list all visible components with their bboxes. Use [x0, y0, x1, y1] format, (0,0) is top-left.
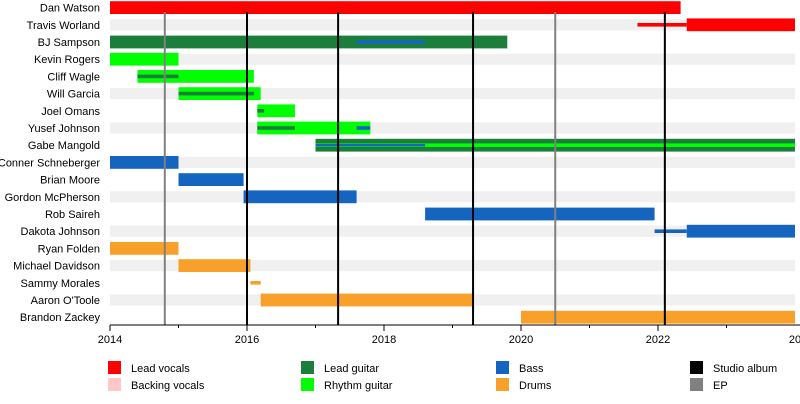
- member-name: Joel Omans: [41, 106, 100, 118]
- legend-swatch: [301, 361, 314, 374]
- row-band: [110, 225, 795, 237]
- member-bar: [137, 70, 254, 83]
- legend-label: Studio album: [713, 363, 777, 375]
- row-band: [110, 19, 795, 31]
- member-bar: [654, 229, 687, 233]
- member-name: Rob Saireh: [45, 209, 100, 221]
- member-bar: [110, 35, 508, 49]
- member-bar: [110, 52, 179, 66]
- member-name: Dan Watson: [40, 3, 100, 15]
- member-bar: [110, 1, 681, 15]
- member-name: Cliff Wagle: [47, 71, 100, 83]
- member-bar: [521, 310, 795, 324]
- member-name: Michael Davidson: [13, 261, 100, 273]
- legend-label: Rhythm guitar: [324, 380, 393, 392]
- member-name: Yusef Johnson: [28, 123, 100, 135]
- member-bar: [260, 293, 474, 307]
- legend-label: Backing vocals: [131, 380, 205, 392]
- member-name: BJ Sampson: [38, 37, 100, 49]
- legend-label: Lead vocals: [131, 363, 190, 375]
- x-axis: 2014 2016 2018 2020 2022 20: [98, 324, 800, 346]
- legend-label: Lead guitar: [324, 363, 379, 375]
- legend-label: Bass: [519, 363, 544, 375]
- member-bar: [257, 104, 295, 118]
- member-name: Sammy Morales: [21, 278, 101, 290]
- member-bar: [257, 121, 371, 135]
- legend: Lead vocals Backing vocals Lead guitar Rhyt…: [108, 361, 777, 392]
- legend-label: EP: [713, 380, 728, 392]
- x-tick-label: 2016: [235, 334, 259, 346]
- member-bar: [243, 190, 357, 204]
- row-band: [110, 53, 795, 65]
- row-band: [110, 88, 795, 100]
- member-name: Conner Schneberger: [0, 157, 100, 169]
- member-bar: [637, 23, 687, 27]
- member-bar: [178, 173, 244, 186]
- member-bar: [110, 242, 179, 255]
- member-bar: [315, 144, 426, 147]
- member-bar: [356, 126, 371, 130]
- member-bar: [178, 91, 254, 96]
- x-tick-label: 2014: [98, 334, 122, 346]
- legend-swatch: [496, 378, 509, 391]
- member-bar: [356, 40, 426, 44]
- member-bar: [686, 224, 795, 238]
- row-band: [110, 260, 795, 272]
- member-labels: Dan Watson Travis Worland BJ Sampson Kevin …: [0, 3, 101, 325]
- legend-swatch: [690, 361, 703, 374]
- x-tick-label: 20: [789, 334, 800, 346]
- row-band: [110, 122, 795, 134]
- release-lines: [163, 12, 666, 325]
- legend-swatch: [108, 361, 121, 374]
- member-bar: [110, 156, 179, 169]
- legend-swatch: [496, 361, 509, 374]
- legend-label: Drums: [519, 380, 552, 392]
- x-tick-label: 2018: [372, 334, 396, 346]
- legend-swatch: [108, 378, 121, 391]
- x-tick-label: 2020: [509, 334, 533, 346]
- member-bar: [250, 281, 261, 285]
- member-name: Gordon McPherson: [5, 192, 100, 204]
- member-name: Dakota Johnson: [21, 226, 101, 238]
- member-bar: [686, 18, 795, 32]
- member-bar: [178, 259, 251, 272]
- member-name: Kevin Rogers: [34, 54, 101, 66]
- row-band: [110, 191, 795, 203]
- member-name: Aaron O'Toole: [31, 295, 100, 307]
- row-band: [110, 156, 795, 168]
- x-tick-label: 2022: [646, 334, 670, 346]
- member-bar: [257, 109, 265, 113]
- member-name: Brian Moore: [40, 175, 100, 187]
- member-name: Will Garcia: [47, 89, 101, 101]
- legend-swatch: [301, 378, 314, 391]
- member-name: Gabe Mangold: [28, 140, 100, 152]
- member-bar: [257, 126, 295, 130]
- member-name: Travis Worland: [27, 20, 100, 32]
- member-bar: [137, 74, 179, 79]
- member-name: Ryan Folden: [38, 243, 100, 255]
- member-name: Brandon Zackey: [20, 312, 101, 324]
- legend-swatch: [690, 378, 703, 391]
- member-bar: [425, 207, 655, 221]
- member-bars: [110, 1, 795, 324]
